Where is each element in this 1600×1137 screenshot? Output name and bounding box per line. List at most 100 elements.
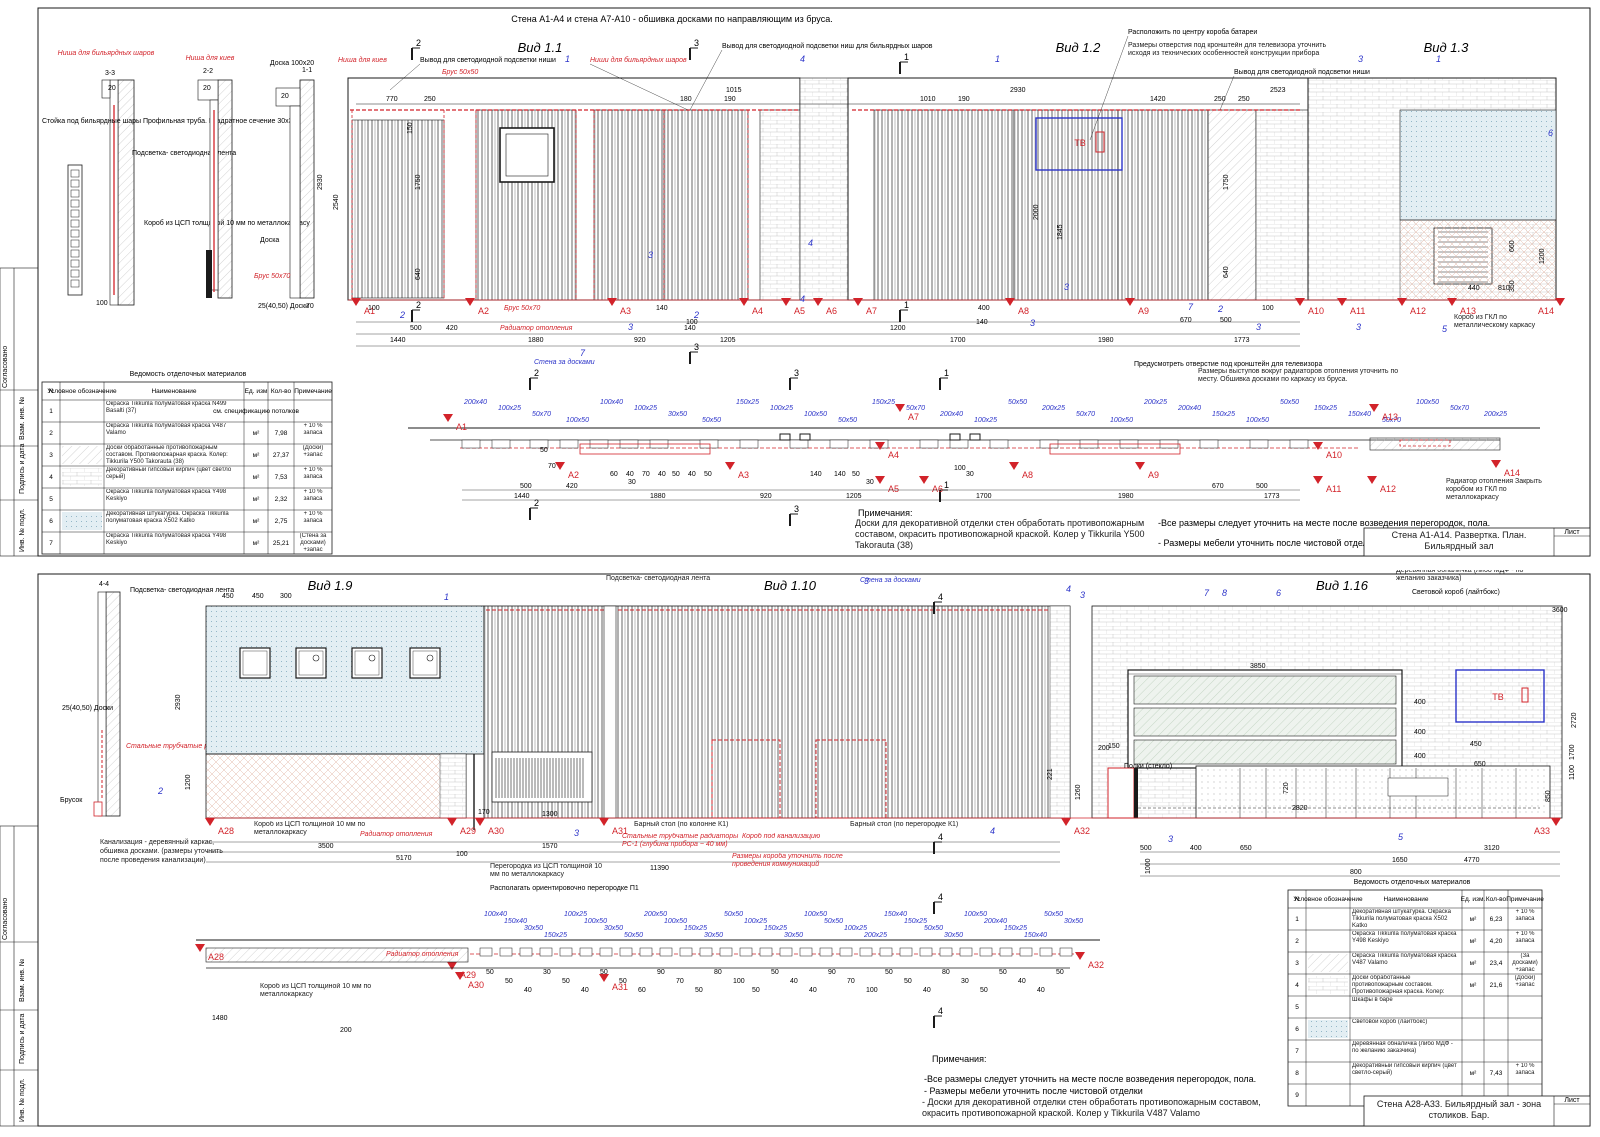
table-row: 8 Декоративный гипсовый кирпич (цвет свет… — [1295, 1063, 1535, 1082]
plan-dim: 1440 — [514, 493, 530, 500]
plan-label: 150x25 — [764, 925, 787, 932]
table-cell: 2 — [1295, 938, 1299, 945]
table-row: 2 Окраска Tikkurila полуматовая краска Y4… — [1295, 931, 1535, 950]
dim: 800 — [1350, 869, 1362, 876]
dim-side: 1200 — [1539, 248, 1546, 264]
axis-label: А5 — [794, 306, 805, 316]
dim: 400 — [1414, 729, 1426, 736]
title-stamp-2: Стена А28-А33. Бильярдный зал - зона сто… — [1363, 1095, 1591, 1127]
plan-label: 50x50 — [702, 417, 721, 424]
axis-label: А3 — [620, 306, 631, 316]
table-cell: м² — [253, 452, 260, 459]
dim-top: 1015 — [726, 87, 742, 94]
stamp-title: Стена А1-А14. Развертка. План. Бильярдны… — [1391, 530, 1527, 551]
dim: 720 — [1283, 782, 1290, 794]
callout-text: Короб из ГКЛ по металлическому каркасу — [1454, 314, 1536, 329]
section-cut-label: 3 — [794, 504, 799, 514]
table-row: 3 Окраска Tikkurila полуматовая краска V4… — [1295, 953, 1538, 973]
notes-left: Доски для декоративной отделки стен обра… — [855, 518, 1145, 550]
plan-label: 100x50 — [804, 411, 827, 418]
section-cut: 1 — [939, 368, 949, 390]
axis-label: А3 — [738, 470, 749, 480]
plan-dim: 50 — [704, 471, 712, 478]
axis-marker: А1 — [443, 414, 467, 432]
stamp-sheet: Лист — [1564, 1097, 1580, 1104]
callout-text: Короб под канализацию — [742, 833, 821, 840]
table-row: 4 Декоративный гипсовый кирпич (цвет свет… — [49, 467, 323, 486]
axis-label: А12 — [1380, 484, 1396, 494]
axis-marker: А7 — [895, 404, 919, 422]
plan-dim: 500 — [1256, 483, 1268, 490]
plan-label: 30x50 — [524, 925, 543, 932]
plan-axis-markers: А1 А2 А3 А4 А5 А6 А7 А8 А9 А10 А11 А12 А13 А14 — [443, 404, 1520, 494]
plan-label: 100x25 — [498, 405, 521, 412]
plan-label: 100x50 — [964, 911, 987, 918]
material-number: 4 — [808, 238, 813, 248]
section-cut-label: 1 — [944, 368, 949, 378]
section-cut-label: 2 — [416, 38, 421, 48]
svg-text:20: 20 — [203, 85, 211, 92]
plan-label: 30x50 — [668, 411, 687, 418]
table-cell-name: Окраска Tikkurila полуматовая краска V48… — [106, 423, 227, 436]
table-cell-note: + 10 % запаса — [303, 423, 323, 436]
table-cell-name: Шкафы в баре — [1352, 997, 1393, 1003]
dim-side: 640 — [415, 268, 422, 280]
plan-label: 50x50 — [1044, 911, 1063, 918]
plan-dim: 420 — [566, 483, 578, 490]
table-row: 6 Световой короб (лайтбокс) — [1295, 1019, 1427, 1038]
table-cell-name: Окраска Tikkurila полуматовая краска Y49… — [1352, 931, 1457, 944]
table-cell: 2 — [49, 430, 53, 437]
plan-label: 100x40 — [484, 911, 507, 918]
material-number: 3 — [1030, 318, 1035, 328]
callout-text: Располагать ориентировочно перегородке П… — [490, 885, 639, 892]
dim-bottom: 500 — [1220, 317, 1232, 324]
section-title: 3-3 — [105, 70, 115, 77]
table-cell: 8 — [1295, 1070, 1299, 1077]
axis-marker: А2 — [465, 298, 489, 316]
dim-top: 770 — [386, 96, 398, 103]
plan-label: 150x25 — [904, 918, 927, 925]
plan-dim: 50 — [771, 969, 779, 976]
table-cell: 3 — [1295, 960, 1299, 967]
plan-label: 30x50 — [1064, 918, 1083, 925]
callout-text: Вывод для светодиодной подсветки ниши — [1234, 68, 1370, 76]
plan-label: 150x25 — [872, 399, 895, 406]
dim-bottom: 670 — [1180, 317, 1192, 324]
material-number: 2 — [157, 786, 163, 796]
dim: 4770 — [1464, 857, 1480, 864]
doska-label: Доска — [260, 237, 279, 244]
material-number: 2 — [1217, 304, 1223, 314]
plan-dim: 60 — [638, 987, 646, 994]
callout-text: Брус 50х50 — [442, 69, 478, 76]
table-row: 1 Окраска Tikkurila полуматовая краска N4… — [49, 401, 299, 420]
dim: 11390 — [650, 865, 669, 872]
dim: 3600 — [1552, 607, 1568, 614]
plan-label: 200x25 — [863, 932, 887, 939]
table-header-cell: Кол-во — [271, 388, 292, 395]
plan-dim: 40 — [658, 471, 666, 478]
dim-bottom: 1980 — [1098, 337, 1114, 344]
table-header-cell: Условное обозначение — [1293, 895, 1363, 903]
callout-text: Короб из ЦСП толщиной 10 мм по металлока… — [260, 983, 372, 998]
material-number: 8 — [1222, 588, 1227, 598]
dim: 400 — [1414, 753, 1426, 760]
dim: 170 — [478, 809, 490, 816]
plan-label: 100x50 — [1246, 417, 1269, 424]
dim: 850 — [1545, 790, 1552, 802]
drawing-sheet-1: Согласовано Взам. инв. № Подпись и дата … — [0, 0, 1600, 562]
dim: 1200 — [185, 774, 192, 790]
plan-dim: 30 — [543, 969, 551, 976]
axis-label: А11 — [1350, 306, 1365, 316]
dim-bottom: 100 — [1262, 305, 1274, 312]
dim-side: 2540 — [333, 194, 340, 210]
section-cut: 3 — [789, 504, 799, 526]
plan-label: 50x70 — [1382, 417, 1401, 424]
plan-label: 50x70 — [1076, 411, 1095, 418]
table-cell-name: Окраска Tikkurila полуматовая краска Y49… — [106, 533, 227, 546]
plan-dim: 60 — [610, 471, 618, 478]
material-number: 3 — [1256, 322, 1261, 332]
callout-text: Ниша для киев — [338, 56, 387, 64]
svg-text:70: 70 — [306, 303, 314, 310]
dim: 500 — [1140, 845, 1152, 852]
table-header-cell: Наименование — [151, 388, 196, 395]
